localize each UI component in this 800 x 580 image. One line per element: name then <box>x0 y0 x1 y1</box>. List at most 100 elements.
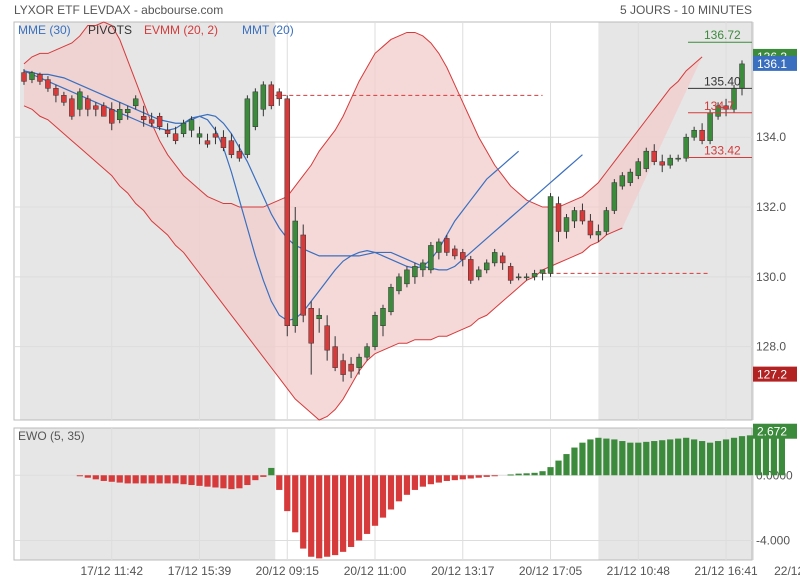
candle-body <box>460 252 466 260</box>
candle-body <box>188 119 195 131</box>
candle-body <box>29 72 35 80</box>
ewo-bar <box>643 441 650 476</box>
ewo-bar <box>675 438 682 476</box>
ewo-bar <box>355 475 363 541</box>
value-marker <box>753 55 797 71</box>
ewo-bar <box>762 433 770 476</box>
ewo-bar <box>778 431 786 476</box>
candle-body <box>380 308 386 326</box>
candle-body <box>204 140 211 145</box>
candle-body <box>428 245 434 271</box>
x-tick-label: 17/12 15:39 <box>168 564 232 578</box>
y-tick-label: 134.0 <box>756 130 786 144</box>
candle-body <box>683 136 689 159</box>
candle-body <box>324 325 330 351</box>
candle-body <box>300 234 306 316</box>
candle-body <box>627 171 634 183</box>
candle-body <box>651 150 657 162</box>
candle-body <box>452 248 458 257</box>
candle-body <box>539 269 546 274</box>
ewo-bar <box>172 475 179 484</box>
candle-body <box>252 91 259 127</box>
level-label: 135.40 <box>704 74 741 88</box>
ewo-bar <box>339 475 347 552</box>
ewo-bar <box>659 440 666 476</box>
candle-body <box>563 217 570 232</box>
candle-body <box>603 210 610 232</box>
candle-body <box>316 315 322 320</box>
candle-body <box>148 119 155 124</box>
ewo-bar <box>403 475 411 495</box>
ewo-bar <box>308 475 315 557</box>
ewo-bar <box>92 475 99 480</box>
ewo-bar <box>188 475 195 486</box>
ewo-bar <box>204 475 211 487</box>
candle-body <box>611 182 618 211</box>
candle-body <box>555 203 562 232</box>
ewo-bar <box>124 475 131 484</box>
ewo-bar <box>515 473 522 476</box>
candle-body <box>228 140 235 155</box>
ewo-bar <box>419 475 427 487</box>
candle-body <box>523 276 530 279</box>
candle-body <box>109 109 115 124</box>
ewo-bar <box>108 475 115 482</box>
ewo-bar <box>627 442 634 476</box>
level-label: 133.42 <box>704 143 741 157</box>
level-label: 136.72 <box>704 28 741 42</box>
ewo-bar <box>563 454 570 476</box>
candle-body <box>547 196 554 274</box>
candle-body <box>284 98 290 326</box>
bollinger-upper-line <box>23 21 703 208</box>
candle-body <box>675 157 681 160</box>
ewo-y-tick-label: -4.000 <box>756 533 790 547</box>
value-marker <box>753 366 797 382</box>
candle-body <box>348 363 354 372</box>
level-label: 134.7 <box>704 99 734 113</box>
ewo-bar <box>587 439 594 476</box>
ewo-bar <box>220 475 227 489</box>
candle-body <box>571 210 578 222</box>
ewo-bar <box>427 475 434 485</box>
candle-body <box>156 116 163 127</box>
legend-item: EVMM (20, 2) <box>144 23 218 37</box>
candle-body <box>420 262 426 271</box>
ewo-bar <box>483 475 490 477</box>
candle-body <box>619 175 626 187</box>
candle-body <box>515 276 522 279</box>
ewo-bar <box>738 436 746 476</box>
ewo-bar <box>754 434 762 476</box>
ewo-bar <box>611 439 618 476</box>
y-tick-label: 132.0 <box>756 200 786 214</box>
candle-body <box>308 308 314 344</box>
candle-body <box>117 109 123 121</box>
ewo-bar <box>284 475 291 512</box>
legend-item: PIVOTS <box>88 23 132 37</box>
ewo-bar <box>691 439 698 476</box>
candle-body <box>356 356 362 368</box>
candle-body <box>77 91 83 110</box>
legend-item: MMT (20) <box>242 23 294 37</box>
ewo-bar <box>116 475 123 483</box>
candle-body <box>292 220 298 326</box>
candle-body <box>212 133 219 138</box>
ewo-bar <box>603 438 610 476</box>
ewo-bar <box>706 442 714 476</box>
ewo-bar <box>292 475 299 533</box>
candle-body <box>412 266 418 278</box>
y-tick-label: 130.0 <box>756 270 786 284</box>
ewo-bar <box>579 442 586 476</box>
ewo-bar <box>698 441 706 476</box>
x-tick-label: 22/12 17:16 <box>774 564 800 578</box>
x-tick-label: 20/12 09:15 <box>256 564 320 578</box>
candle-body <box>260 84 267 110</box>
ewo-bar <box>140 475 147 484</box>
ewo-bar <box>387 475 395 510</box>
candle-body <box>691 129 697 138</box>
candle-body <box>364 346 370 358</box>
candle-body <box>244 98 251 155</box>
candle-body <box>404 269 410 285</box>
candle-body <box>468 259 474 281</box>
value-marker-label: 127.2 <box>757 368 787 382</box>
